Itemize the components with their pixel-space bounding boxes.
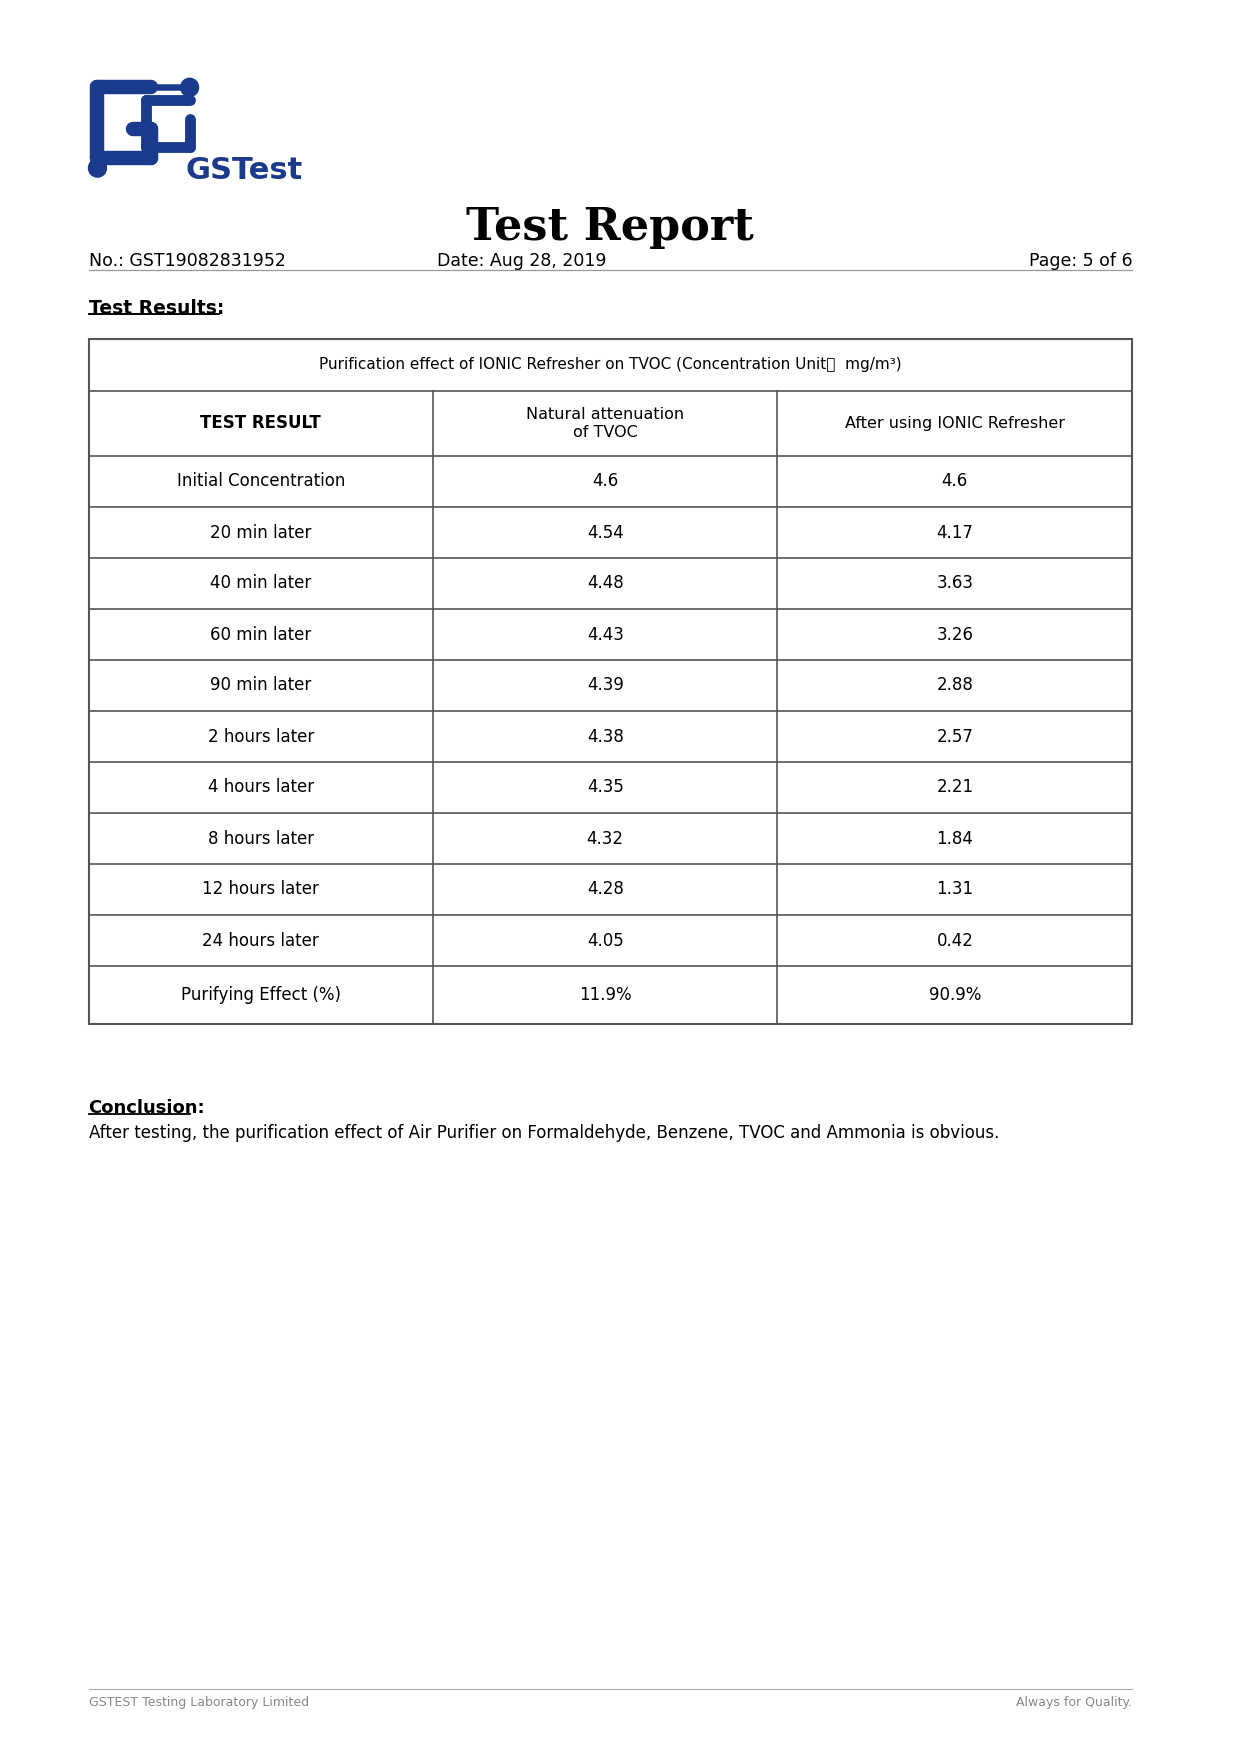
Text: 90 min later: 90 min later (211, 677, 311, 695)
Text: Date: Aug 28, 2019: Date: Aug 28, 2019 (436, 253, 606, 270)
Text: 2.88: 2.88 (936, 677, 973, 695)
Text: 3.26: 3.26 (936, 626, 973, 644)
Text: After testing, the purification effect of Air Purifier on Formaldehyde, Benzene,: After testing, the purification effect o… (88, 1124, 999, 1142)
Text: 4.32: 4.32 (587, 830, 624, 847)
Text: 4.6: 4.6 (941, 472, 968, 491)
Text: 4.48: 4.48 (587, 575, 624, 593)
Text: 4.35: 4.35 (587, 779, 624, 796)
Text: Test Report: Test Report (466, 205, 754, 249)
Text: 3.63: 3.63 (936, 575, 973, 593)
Text: 24 hours later: 24 hours later (202, 931, 319, 949)
Text: Initial Concentration: Initial Concentration (176, 472, 345, 491)
Text: 4.17: 4.17 (936, 523, 973, 542)
Text: GSTest: GSTest (185, 156, 303, 184)
Text: 4.39: 4.39 (587, 677, 624, 695)
Text: 4.28: 4.28 (587, 881, 624, 898)
Text: Always for Quality.: Always for Quality. (1016, 1696, 1132, 1708)
Text: 4.54: 4.54 (587, 523, 624, 542)
Text: 20 min later: 20 min later (210, 523, 311, 542)
Text: Test Results:: Test Results: (88, 298, 224, 317)
Bar (88, 339, 1132, 1024)
Text: 2 hours later: 2 hours later (207, 728, 314, 745)
Text: 4.38: 4.38 (587, 728, 624, 745)
Text: 40 min later: 40 min later (211, 575, 311, 593)
Text: GSTEST Testing Laboratory Limited: GSTEST Testing Laboratory Limited (88, 1696, 309, 1708)
Text: TEST RESULT: TEST RESULT (201, 414, 321, 433)
Text: 90.9%: 90.9% (929, 986, 981, 1003)
Circle shape (88, 160, 107, 177)
Text: Natural attenuation
of TVOC: Natural attenuation of TVOC (526, 407, 684, 440)
Text: Conclusion:: Conclusion: (88, 1100, 206, 1117)
Text: 0.42: 0.42 (936, 931, 973, 949)
Text: No.: GST19082831952: No.: GST19082831952 (88, 253, 285, 270)
Text: 12 hours later: 12 hours later (202, 881, 319, 898)
Text: After using IONIC Refresher: After using IONIC Refresher (844, 416, 1065, 431)
Text: 11.9%: 11.9% (579, 986, 631, 1003)
Text: 60 min later: 60 min later (211, 626, 311, 644)
Text: 4 hours later: 4 hours later (208, 779, 314, 796)
Text: Purifying Effect (%): Purifying Effect (%) (181, 986, 341, 1003)
Text: 4.05: 4.05 (587, 931, 624, 949)
Circle shape (181, 79, 198, 96)
Text: 2.57: 2.57 (936, 728, 973, 745)
Text: 4.43: 4.43 (587, 626, 624, 644)
Text: 1.84: 1.84 (936, 830, 973, 847)
Text: Page: 5 of 6: Page: 5 of 6 (1029, 253, 1132, 270)
Text: 1.31: 1.31 (936, 881, 973, 898)
Text: 8 hours later: 8 hours later (208, 830, 314, 847)
Text: 2.21: 2.21 (936, 779, 973, 796)
Text: Purification effect of IONIC Refresher on TVOC (Concentration Unit：  mg/m³): Purification effect of IONIC Refresher o… (319, 358, 901, 372)
Text: 4.6: 4.6 (591, 472, 619, 491)
